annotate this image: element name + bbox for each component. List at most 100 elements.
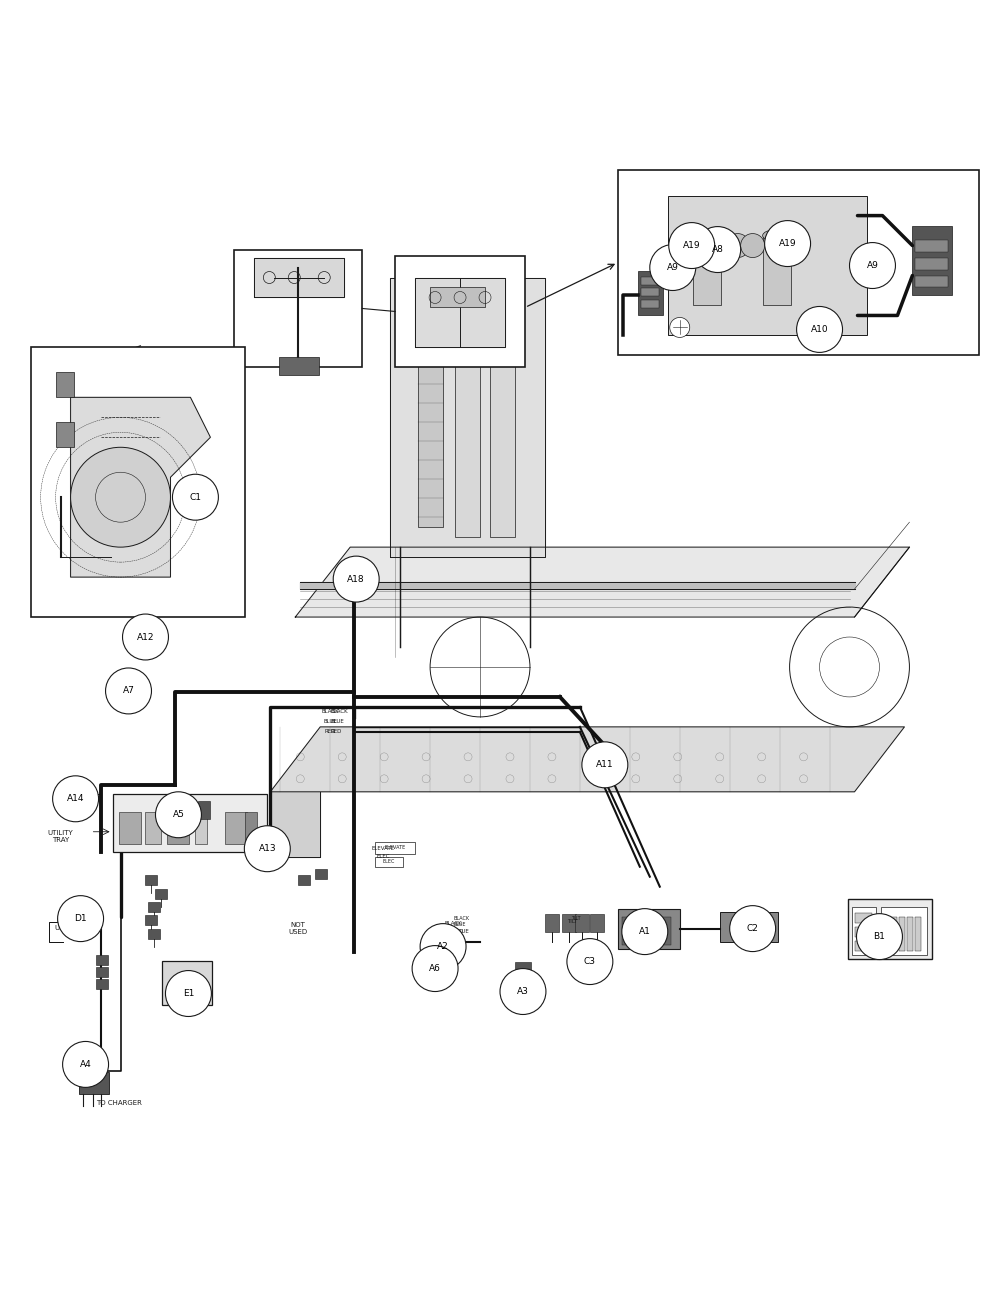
Polygon shape xyxy=(270,727,904,792)
Polygon shape xyxy=(300,582,855,589)
Bar xyxy=(190,986,205,999)
Text: A11: A11 xyxy=(596,761,614,770)
Text: A14: A14 xyxy=(67,795,84,804)
Text: A10: A10 xyxy=(811,325,828,334)
Bar xyxy=(167,811,189,844)
Text: C2: C2 xyxy=(747,924,759,933)
Bar xyxy=(855,927,872,937)
Circle shape xyxy=(765,220,811,267)
Bar xyxy=(915,276,948,287)
Bar xyxy=(225,811,247,844)
Polygon shape xyxy=(390,277,545,558)
Bar xyxy=(56,373,74,397)
Circle shape xyxy=(726,234,750,258)
Text: BLACK: BLACK xyxy=(453,916,469,921)
Text: ELEC: ELEC xyxy=(383,859,395,864)
Polygon shape xyxy=(270,792,320,857)
Circle shape xyxy=(797,307,843,352)
Text: A8: A8 xyxy=(712,245,724,254)
Circle shape xyxy=(412,946,458,991)
Bar xyxy=(515,970,531,981)
Text: A13: A13 xyxy=(259,844,276,853)
Circle shape xyxy=(123,615,168,660)
Text: NOT
USED: NOT USED xyxy=(54,919,73,932)
Text: NOT
USED: NOT USED xyxy=(289,923,308,936)
Bar xyxy=(515,961,531,972)
Text: RED: RED xyxy=(447,937,459,942)
Bar xyxy=(145,915,157,925)
Text: BLACK: BLACK xyxy=(330,709,348,714)
Bar xyxy=(56,422,74,448)
Text: A6: A6 xyxy=(429,964,441,973)
Circle shape xyxy=(58,895,104,942)
Bar xyxy=(195,811,207,844)
Bar xyxy=(234,250,362,367)
Bar xyxy=(96,978,108,989)
Polygon shape xyxy=(295,547,909,617)
Circle shape xyxy=(155,792,201,837)
Bar xyxy=(298,875,310,885)
Circle shape xyxy=(695,226,741,273)
Text: D1: D1 xyxy=(74,914,87,923)
Bar xyxy=(668,195,867,335)
Circle shape xyxy=(71,448,170,547)
Text: A9: A9 xyxy=(667,263,679,272)
Bar xyxy=(855,912,872,923)
Text: A1: A1 xyxy=(639,927,651,936)
Bar xyxy=(375,857,403,867)
Circle shape xyxy=(165,970,211,1017)
Bar xyxy=(899,916,905,951)
Bar xyxy=(428,956,444,968)
Bar xyxy=(545,914,559,932)
Bar xyxy=(148,929,160,938)
Text: BLUE: BLUE xyxy=(453,923,466,927)
Ellipse shape xyxy=(490,312,514,324)
Bar xyxy=(912,225,952,295)
Bar xyxy=(763,236,791,305)
Bar xyxy=(915,258,948,269)
Bar xyxy=(96,967,108,977)
Circle shape xyxy=(333,556,379,602)
Bar xyxy=(279,357,319,375)
Bar xyxy=(430,287,485,308)
Bar xyxy=(490,317,515,537)
Bar xyxy=(590,914,604,932)
Circle shape xyxy=(730,906,776,951)
Bar xyxy=(145,811,161,844)
Text: A3: A3 xyxy=(517,987,529,996)
Bar xyxy=(618,170,979,356)
Bar xyxy=(375,841,415,854)
Text: E1: E1 xyxy=(183,989,194,998)
Bar xyxy=(119,811,140,844)
Text: A19: A19 xyxy=(683,241,701,250)
Bar xyxy=(640,916,653,945)
Bar xyxy=(881,907,927,955)
Text: C3: C3 xyxy=(584,958,596,967)
Bar xyxy=(562,914,576,932)
Bar xyxy=(915,239,948,251)
Bar xyxy=(907,916,913,951)
Circle shape xyxy=(850,242,895,289)
Text: TILT: TILT xyxy=(567,919,577,924)
Text: TILT: TILT xyxy=(571,916,581,921)
Bar xyxy=(515,978,531,989)
Bar xyxy=(618,908,680,949)
Text: RED: RED xyxy=(325,730,336,735)
Bar xyxy=(693,236,721,305)
Text: ELEVATE: ELEVATE xyxy=(385,845,406,850)
Text: A5: A5 xyxy=(173,810,184,819)
Text: A2: A2 xyxy=(437,942,449,951)
Bar xyxy=(641,289,659,296)
Text: UTILITY
TRAY: UTILITY TRAY xyxy=(48,831,73,844)
Bar xyxy=(63,911,75,929)
Text: A18: A18 xyxy=(347,575,365,584)
Circle shape xyxy=(53,776,99,822)
Text: RED: RED xyxy=(453,929,463,934)
Bar xyxy=(915,916,921,951)
Bar xyxy=(162,960,212,1004)
Text: C1: C1 xyxy=(189,493,201,502)
Polygon shape xyxy=(254,258,344,298)
Bar xyxy=(438,927,454,938)
Text: A12: A12 xyxy=(137,633,154,642)
Bar xyxy=(720,912,778,942)
